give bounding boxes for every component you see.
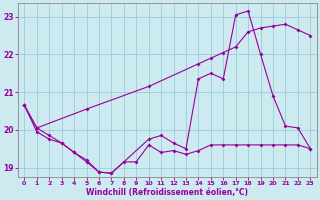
X-axis label: Windchill (Refroidissement éolien,°C): Windchill (Refroidissement éolien,°C) (86, 188, 248, 197)
